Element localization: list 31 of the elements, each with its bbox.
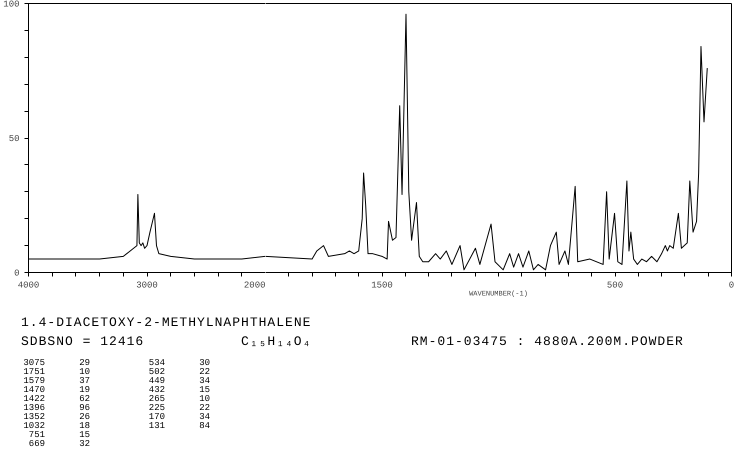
y-tick-label: 100 [3,0,20,10]
text: 3075 29 [23,358,90,368]
text: 502 22 [148,367,210,378]
text: 225 22 [148,403,210,414]
x-tick-label: 4000 [18,280,40,290]
text: 131 84 [148,421,210,432]
x-tick-label: 3000 [136,280,158,290]
text: 1579 37 [23,376,90,386]
text: 669 32 [28,439,90,450]
y-tick-label: 0 [14,268,20,278]
x-tick-label: 2000 [244,280,266,290]
text: 1.4-DIACETOXY-2-METHYLNAPHTHALENE [21,314,312,332]
y-tick-label: 50 [8,134,20,144]
text: 1470 19 [23,385,90,396]
text: 265 10 [148,394,210,404]
text: RM-01-03475 : 4880A.200M.POWDER [411,332,685,351]
text: 432 15 [148,385,210,396]
x-tick-label: 500 [606,280,624,290]
text: 1352 26 [23,412,90,422]
text: 534 30 [148,358,210,368]
text: 449 34 [148,376,210,386]
text: 751 15 [28,430,90,440]
x-tick-label: 0 [728,280,734,290]
text: SDBSNO = 12416 [21,332,146,351]
text: 1422 62 [23,394,90,404]
text: 170 34 [148,412,210,422]
text: 1396 96 [23,403,90,414]
text: 1751 10 [23,367,90,378]
x-tick-label: 1500 [371,280,393,290]
text: C₁₅H₁₄O₄ [241,332,312,351]
text: 1032 18 [23,421,90,432]
